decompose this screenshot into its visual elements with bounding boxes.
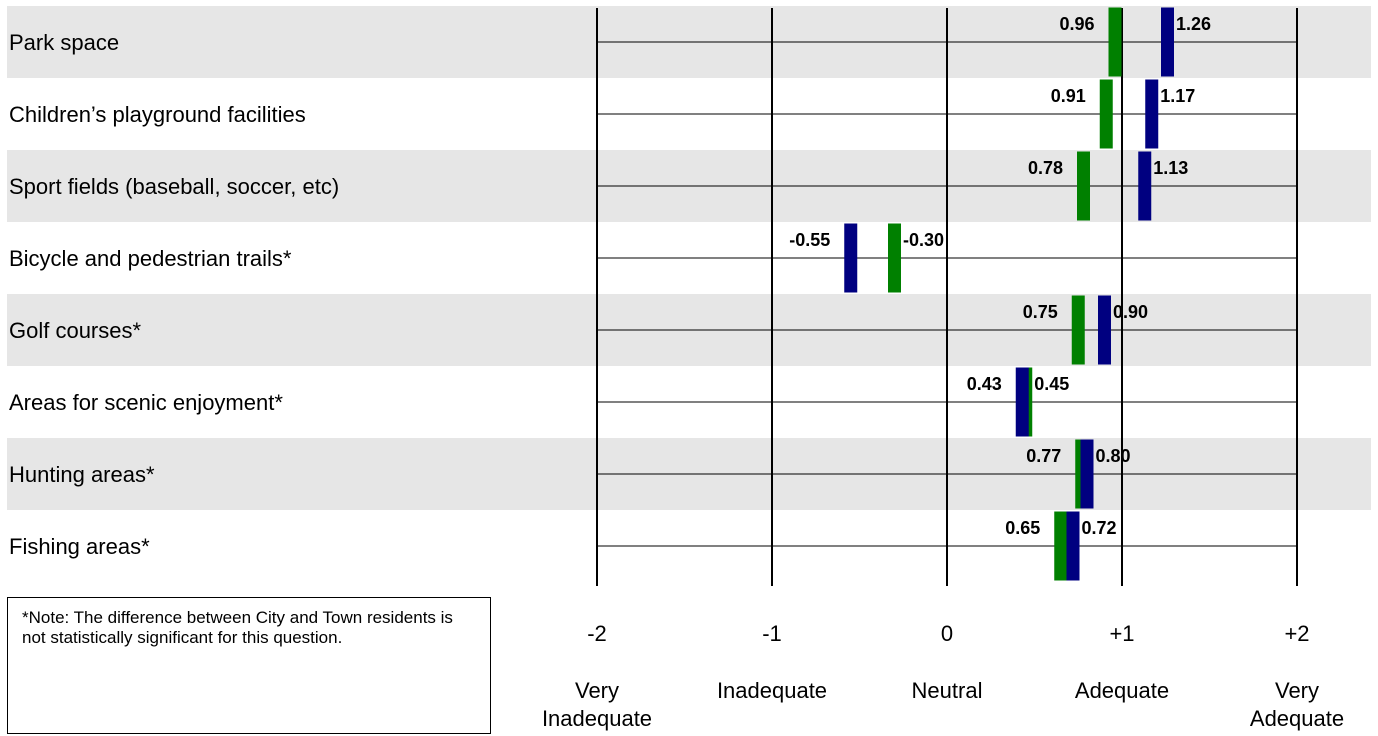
category-label: Golf courses*: [9, 318, 141, 343]
value-label: 0.43: [967, 374, 1002, 394]
bar-series-1: [844, 223, 858, 293]
tick-description: Adequate: [1250, 706, 1344, 731]
tick-description: Neutral: [912, 678, 983, 703]
value-label: 0.90: [1113, 302, 1148, 322]
value-label: 1.26: [1176, 14, 1211, 34]
tick-label: +1: [1109, 621, 1134, 646]
tick-label: +2: [1284, 621, 1309, 646]
category-label: Fishing areas*: [9, 534, 150, 559]
tick-description: Inadequate: [542, 706, 652, 731]
tick-description: Very: [575, 678, 619, 703]
bar-series-0: [1071, 295, 1085, 365]
category-label: Sport fields (baseball, soccer, etc): [9, 174, 339, 199]
value-label: 0.75: [1023, 302, 1058, 322]
note-box: *Note: The difference between City and T…: [7, 597, 491, 734]
category-label: Areas for scenic enjoyment*: [9, 390, 283, 415]
tick-label: 0: [941, 621, 953, 646]
bar-series-0: [1077, 151, 1090, 221]
bar-series-1: [1145, 79, 1159, 149]
tick-label: -1: [762, 621, 782, 646]
value-label: 0.77: [1026, 446, 1061, 466]
value-label: 0.65: [1005, 518, 1040, 538]
value-label: 0.91: [1051, 86, 1086, 106]
bar-series-1: [1066, 511, 1080, 581]
bar-series-0: [1099, 79, 1113, 149]
category-label: Bicycle and pedestrian trails*: [9, 246, 292, 271]
value-label: 0.72: [1082, 518, 1117, 538]
value-label: -0.55: [789, 230, 830, 250]
value-label: 0.45: [1034, 374, 1069, 394]
bar-series-1: [1161, 7, 1174, 77]
value-label: 1.13: [1153, 158, 1188, 178]
bar-series-0: [888, 223, 901, 293]
bar-series-1: [1080, 439, 1094, 509]
note-text: *Note: The difference between City and T…: [22, 608, 453, 647]
value-label: 0.96: [1059, 14, 1094, 34]
tick-description: Adequate: [1075, 678, 1169, 703]
value-label: 0.80: [1096, 446, 1131, 466]
value-label: 0.78: [1028, 158, 1063, 178]
category-label: Park space: [9, 30, 119, 55]
bar-series-1: [1098, 295, 1111, 365]
tick-label: -2: [587, 621, 607, 646]
tick-description: Inadequate: [717, 678, 827, 703]
bar-series-1: [1138, 151, 1152, 221]
bar-series-0: [1108, 7, 1122, 77]
value-label: 1.17: [1160, 86, 1195, 106]
tick-description: Very: [1275, 678, 1319, 703]
bar-series-0: [1054, 511, 1068, 581]
value-label: -0.30: [903, 230, 944, 250]
category-label: Hunting areas*: [9, 462, 155, 487]
bar-series-1: [1015, 367, 1029, 437]
category-label: Children’s playground facilities: [9, 102, 306, 127]
